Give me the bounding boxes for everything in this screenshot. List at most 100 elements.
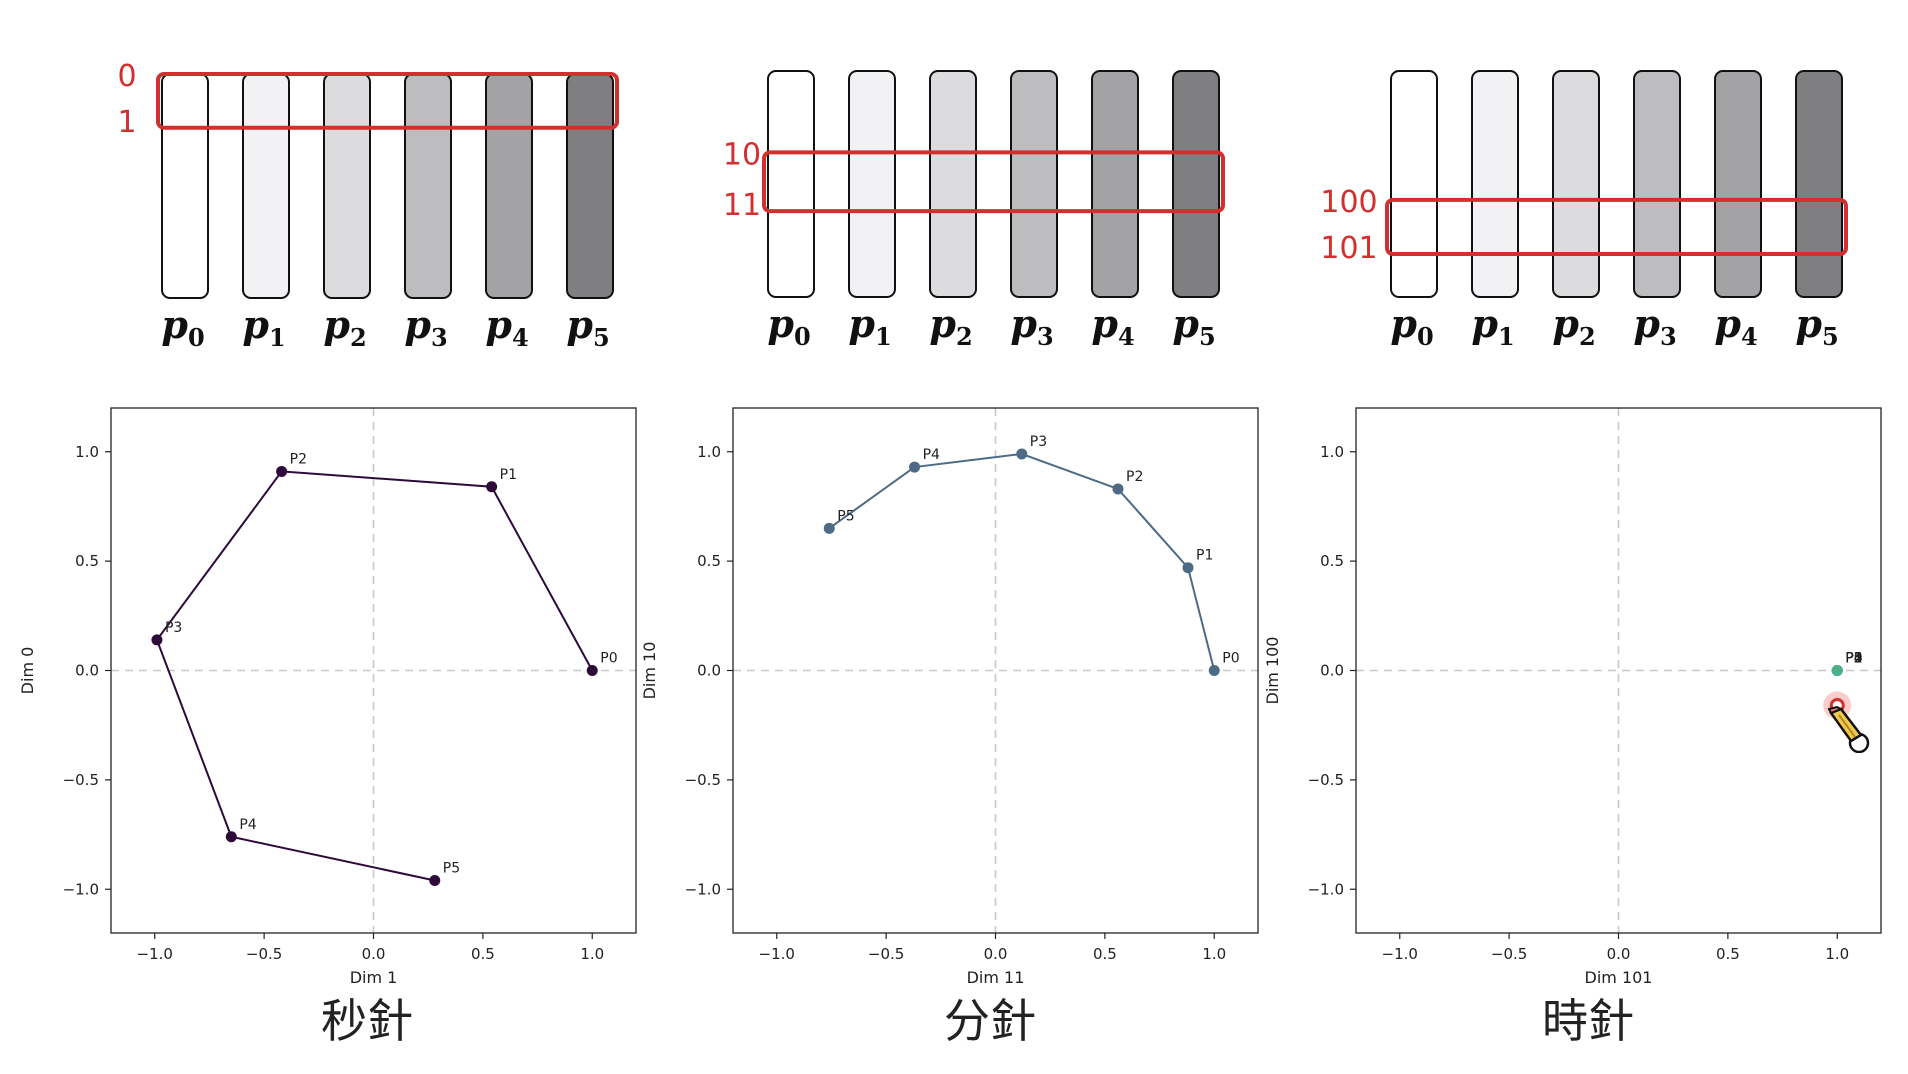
bar-label-p3: p3 bbox=[404, 302, 447, 352]
point-label-p3: P3 bbox=[165, 620, 182, 636]
y-tick-label: 1.0 bbox=[697, 443, 721, 461]
highlight-label-start: 0 bbox=[117, 59, 136, 94]
bar-p1 bbox=[1471, 70, 1519, 298]
x-axis-label: Dim 1 bbox=[350, 968, 398, 987]
point-label-p3: P3 bbox=[1845, 651, 1862, 667]
caption-second-hand: 秒針 bbox=[321, 994, 413, 1048]
x-tick-label: 1.0 bbox=[580, 945, 604, 963]
y-tick-label: 0.5 bbox=[1320, 552, 1344, 570]
x-axis-label: Dim 11 bbox=[967, 968, 1025, 987]
x-tick-label: 0.5 bbox=[1093, 945, 1117, 963]
bar-p3 bbox=[1633, 70, 1681, 298]
y-tick-label: −1.0 bbox=[1308, 880, 1344, 898]
plot-2: −1.0 −1.0 −0.5 −0.5 0.0 0.0 0.5 0.5 1.0 1.0 Dim 10… bbox=[1263, 407, 1882, 987]
bar-p0 bbox=[767, 70, 815, 298]
x-tick-label: −0.5 bbox=[1491, 945, 1527, 963]
bar-label-p2: p2 bbox=[1552, 301, 1595, 351]
plot-frame bbox=[732, 407, 1259, 934]
plot-0: −1.0 −1.0 −0.5 −0.5 0.0 0.0 0.5 0.5 1.0 1.0 Dim 1 D… bbox=[18, 407, 637, 987]
y-tick-label: 0.0 bbox=[697, 662, 721, 680]
point-label-p2: P2 bbox=[290, 451, 307, 467]
point-label-p5: P5 bbox=[837, 508, 854, 524]
highlight-label-end: 1 bbox=[117, 105, 136, 140]
y-tick-label: −1.0 bbox=[685, 880, 721, 898]
bar-p1 bbox=[242, 73, 290, 299]
data-point-p4 bbox=[909, 461, 921, 473]
x-tick-label: 0.5 bbox=[471, 945, 495, 963]
highlight-label-end: 101 bbox=[1320, 231, 1377, 266]
bar-p4 bbox=[485, 73, 533, 299]
bar-panel-2: p0 p1 p2 p3 p4 p5 100 101 bbox=[1320, 70, 1848, 351]
point-label-p1: P1 bbox=[500, 467, 517, 483]
bar-panel-0: p0 p1 p2 p3 p4 p5 0 1 bbox=[117, 59, 619, 352]
caption-minute-hand: 分針 bbox=[944, 994, 1036, 1048]
point-label-p1: P1 bbox=[1196, 548, 1213, 564]
bar-label-p1: p1 bbox=[848, 301, 891, 351]
scatter-plots: −1.0 −1.0 −0.5 −0.5 0.0 0.0 0.5 0.5 1.0 1.0 Dim 1 D… bbox=[18, 407, 1882, 987]
bar-label-p0: p0 bbox=[767, 301, 810, 351]
y-tick-label: −1.0 bbox=[63, 880, 99, 898]
bar-label-p4: p4 bbox=[1714, 301, 1757, 351]
point-label-p4: P4 bbox=[1845, 651, 1862, 667]
point-label-p1: P1 bbox=[1845, 651, 1862, 667]
bar-panel-1: p0 p1 p2 p3 p4 p5 10 11 bbox=[723, 70, 1225, 351]
bar-p0 bbox=[161, 73, 209, 299]
series-line bbox=[155, 470, 594, 882]
bar-label-p2: p2 bbox=[323, 302, 366, 352]
highlight-label-start: 10 bbox=[723, 137, 761, 172]
y-tick-label: 0.5 bbox=[75, 552, 99, 570]
bar-label-p3: p3 bbox=[1010, 301, 1053, 351]
bar-label-p0: p0 bbox=[161, 302, 204, 352]
bar-p5 bbox=[1172, 70, 1220, 298]
data-point-p3 bbox=[151, 634, 163, 646]
bar-p4 bbox=[1714, 70, 1762, 298]
data-point-p2 bbox=[276, 465, 288, 477]
data-point-p3 bbox=[1016, 448, 1028, 460]
data-point-p0 bbox=[586, 665, 598, 676]
data-point-p5 bbox=[429, 875, 441, 886]
series-line bbox=[828, 452, 1216, 671]
y-tick-label: −0.5 bbox=[63, 771, 99, 789]
bar-p4 bbox=[1091, 70, 1139, 298]
data-point-p5 bbox=[1831, 665, 1843, 676]
pencil-cursor-icon bbox=[1827, 705, 1870, 753]
y-tick-label: 0.5 bbox=[697, 552, 721, 570]
highlight-box bbox=[1385, 197, 1848, 257]
x-tick-label: −0.5 bbox=[868, 945, 904, 963]
point-label-p0: P0 bbox=[600, 651, 617, 667]
point-label-p0: P0 bbox=[1222, 651, 1239, 667]
bar-diagrams: p0 p1 p2 p3 p4 p5 0 1 p0 p1 p2 p3 p4 p5 10 11 p0 p1 p2 p3 p4… bbox=[117, 59, 1848, 352]
bar-label-p5: p5 bbox=[1795, 301, 1838, 351]
bar-p5 bbox=[566, 73, 614, 299]
bar-p1 bbox=[848, 70, 896, 298]
bar-label-p0: p0 bbox=[1390, 301, 1433, 351]
highlight-box bbox=[762, 150, 1225, 214]
point-label-p4: P4 bbox=[239, 817, 256, 833]
x-tick-label: −1.0 bbox=[137, 945, 173, 963]
data-point-p1 bbox=[1182, 562, 1194, 574]
caption-hour-hand: 時針 bbox=[1542, 994, 1634, 1048]
x-tick-label: −1.0 bbox=[1382, 945, 1418, 963]
x-tick-label: 1.0 bbox=[1825, 945, 1849, 963]
x-tick-label: −0.5 bbox=[246, 945, 282, 963]
bar-p2 bbox=[929, 70, 977, 298]
bar-label-p1: p1 bbox=[1471, 301, 1514, 351]
data-point-p4 bbox=[225, 831, 237, 843]
data-point-p1 bbox=[486, 481, 498, 493]
highlight-label-end: 11 bbox=[723, 188, 761, 223]
bar-label-p4: p4 bbox=[1091, 301, 1134, 351]
bar-p2 bbox=[1552, 70, 1600, 298]
bar-p5 bbox=[1795, 70, 1843, 298]
point-label-p2: P2 bbox=[1126, 469, 1143, 485]
bar-p2 bbox=[323, 73, 371, 299]
bar-p3 bbox=[404, 73, 452, 299]
plot-frame bbox=[1355, 407, 1882, 934]
y-tick-label: −0.5 bbox=[1308, 771, 1344, 789]
y-axis-label: Dim 100 bbox=[1263, 637, 1282, 705]
y-axis-label: Dim 10 bbox=[640, 642, 659, 700]
point-label-p0: P0 bbox=[1845, 651, 1862, 667]
bar-label-p3: p3 bbox=[1633, 301, 1676, 351]
point-label-p4: P4 bbox=[923, 447, 940, 463]
y-tick-label: 0.0 bbox=[1320, 662, 1344, 680]
x-tick-label: 0.0 bbox=[362, 945, 386, 963]
